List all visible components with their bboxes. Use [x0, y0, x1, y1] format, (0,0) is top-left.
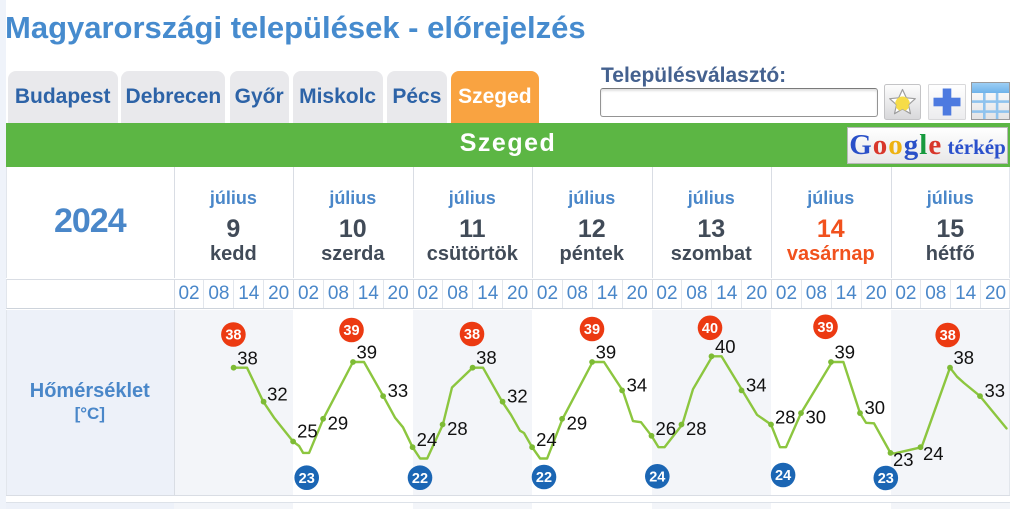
svg-text:34: 34	[627, 374, 648, 395]
svg-text:22: 22	[412, 471, 428, 487]
svg-text:30: 30	[806, 407, 827, 428]
svg-text:38: 38	[954, 347, 975, 368]
svg-text:23: 23	[893, 449, 914, 470]
svg-text:28: 28	[775, 407, 796, 428]
svg-text:24: 24	[923, 443, 944, 464]
svg-text:23: 23	[299, 471, 315, 487]
svg-text:33: 33	[388, 380, 409, 401]
svg-text:32: 32	[267, 384, 288, 405]
svg-text:25: 25	[297, 421, 318, 442]
svg-text:38: 38	[225, 328, 241, 344]
svg-text:24: 24	[536, 429, 557, 450]
svg-text:38: 38	[476, 347, 497, 368]
svg-text:38: 38	[464, 327, 480, 343]
svg-text:33: 33	[985, 380, 1006, 401]
svg-text:39: 39	[343, 323, 359, 339]
svg-text:24: 24	[649, 470, 665, 486]
svg-text:26: 26	[656, 418, 677, 439]
svg-text:39: 39	[596, 342, 617, 363]
svg-text:29: 29	[328, 412, 349, 433]
svg-text:40: 40	[702, 321, 718, 337]
svg-text:24: 24	[417, 429, 438, 450]
svg-text:39: 39	[817, 320, 833, 336]
svg-text:24: 24	[775, 468, 791, 484]
svg-text:38: 38	[237, 348, 258, 369]
svg-text:39: 39	[357, 342, 378, 363]
svg-text:30: 30	[865, 397, 886, 418]
svg-text:39: 39	[584, 322, 600, 338]
svg-text:23: 23	[878, 471, 894, 487]
svg-text:32: 32	[507, 386, 528, 407]
svg-text:28: 28	[447, 418, 468, 439]
svg-text:39: 39	[835, 342, 856, 363]
svg-text:40: 40	[715, 336, 736, 357]
svg-text:29: 29	[567, 412, 588, 433]
svg-text:38: 38	[940, 328, 956, 344]
svg-text:28: 28	[686, 418, 707, 439]
svg-text:34: 34	[746, 374, 767, 395]
svg-text:22: 22	[536, 470, 552, 486]
